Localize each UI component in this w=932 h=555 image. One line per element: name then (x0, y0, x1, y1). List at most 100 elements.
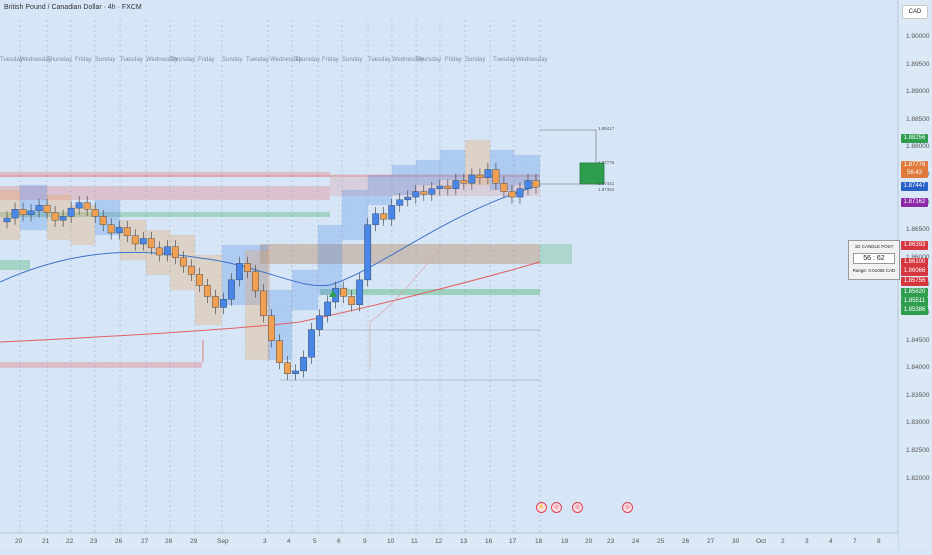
price-tick: 1.84000 (906, 364, 930, 372)
candle-body (444, 185, 452, 189)
candle-body (244, 263, 251, 272)
time-tick: 3 (805, 538, 809, 545)
day-label: Sunday (465, 57, 486, 63)
candle-body (107, 224, 115, 234)
price-badge: 1.86100 (901, 258, 928, 267)
candle-body (308, 329, 315, 358)
candle-body (484, 169, 492, 178)
economic-event-icon[interactable]: ◎ (572, 502, 583, 513)
candle-body (51, 212, 59, 221)
time-tick: 17 (509, 538, 517, 545)
session-box (439, 149, 466, 181)
candle-body (452, 180, 460, 190)
price-badge: 1.86393 (901, 241, 928, 250)
time-tick: 3 (263, 538, 267, 545)
time-tick: Oct (756, 538, 767, 545)
candle-body (228, 279, 235, 300)
price-badge: 1.85386 (901, 306, 928, 315)
day-label: Sunday (342, 57, 363, 63)
candle-body (131, 235, 139, 245)
candle-body (99, 216, 107, 225)
resistance-zone (330, 174, 540, 196)
time-tick: 12 (435, 538, 443, 545)
candle-body (35, 205, 43, 212)
candle-timer: 56 : 62 (853, 253, 895, 264)
time-tick: 4 (829, 538, 833, 545)
time-tick: 27 (141, 538, 149, 545)
candle-body (260, 290, 267, 316)
candle-body (268, 315, 275, 341)
time-tick: 27 (707, 538, 715, 545)
time-tick: 9 (363, 538, 367, 545)
economic-event-icon[interactable]: ◎ (622, 502, 633, 513)
time-tick: 19 (561, 538, 569, 545)
session-box (46, 194, 72, 241)
day-label: Wednesday (270, 57, 302, 63)
candle-body (163, 246, 171, 256)
candle-body (436, 185, 444, 189)
time-tick: 20 (585, 538, 593, 545)
price-badge: 1.85620 (901, 288, 928, 297)
time-tick: 26 (682, 538, 690, 545)
candle-body (348, 296, 356, 305)
candle-body (43, 205, 51, 213)
time-tick: 18 (535, 538, 543, 545)
day-label: Friday (445, 57, 462, 63)
level-label: 1.87352 (598, 187, 615, 192)
price-tick: 1.88500 (906, 115, 930, 123)
candle-body (11, 209, 19, 219)
time-tick: 4 (287, 538, 291, 545)
price-tick: 1.84500 (906, 336, 930, 344)
candle-body (476, 174, 484, 178)
level-label: 1.88417 (598, 126, 615, 131)
moving-average-red (0, 261, 541, 343)
candle-body (460, 180, 468, 184)
price-tick: 1.86500 (906, 226, 930, 234)
candle-body (91, 209, 99, 217)
session-box (317, 224, 343, 296)
currency-button[interactable]: CAD (902, 5, 928, 19)
candle-body (179, 257, 187, 267)
candle-body (524, 180, 532, 190)
supply-zone (260, 244, 540, 264)
candle-body (356, 279, 364, 305)
candle-body (115, 227, 123, 234)
economic-event-icon[interactable]: ◎ (551, 502, 562, 513)
candle-body (203, 285, 211, 297)
candle-body (340, 287, 348, 297)
candle-body (27, 210, 35, 215)
candle-body (508, 191, 516, 198)
time-tick: 7 (853, 538, 857, 545)
economic-event-icon[interactable]: ⚡ (536, 502, 547, 513)
price-tick: 1.83500 (906, 391, 930, 399)
time-tick: 2 (781, 538, 785, 545)
time-tick: 23 (90, 538, 98, 545)
candle-body (372, 213, 380, 225)
support-zone (0, 260, 30, 270)
time-tick: 10 (387, 538, 395, 545)
candle-body (516, 188, 524, 198)
time-tick: 21 (42, 538, 50, 545)
candle-body (316, 315, 323, 330)
candle-body (276, 340, 283, 363)
candle-body (388, 205, 396, 220)
candle-body (324, 301, 332, 316)
day-label: Thursday (416, 57, 442, 63)
time-axis-panel (0, 533, 898, 550)
candle-body (380, 213, 388, 220)
time-tick: 13 (460, 538, 468, 545)
price-badge: 1.85511 (901, 297, 928, 306)
candle-body (500, 183, 508, 192)
price-badge: 1.87162 (901, 198, 928, 207)
price-badge: 1.85756 (901, 277, 928, 286)
candle-range: Range: 0.01065 CAD (852, 268, 896, 273)
day-label: Thursday (47, 57, 73, 63)
candle-body (83, 202, 91, 210)
price-badge: 56:43 (901, 169, 928, 178)
day-label: Wednesday (516, 57, 548, 63)
price-badge: 1.87776 (901, 161, 928, 170)
candle-body (284, 362, 291, 374)
day-label: Sunday (95, 57, 116, 63)
